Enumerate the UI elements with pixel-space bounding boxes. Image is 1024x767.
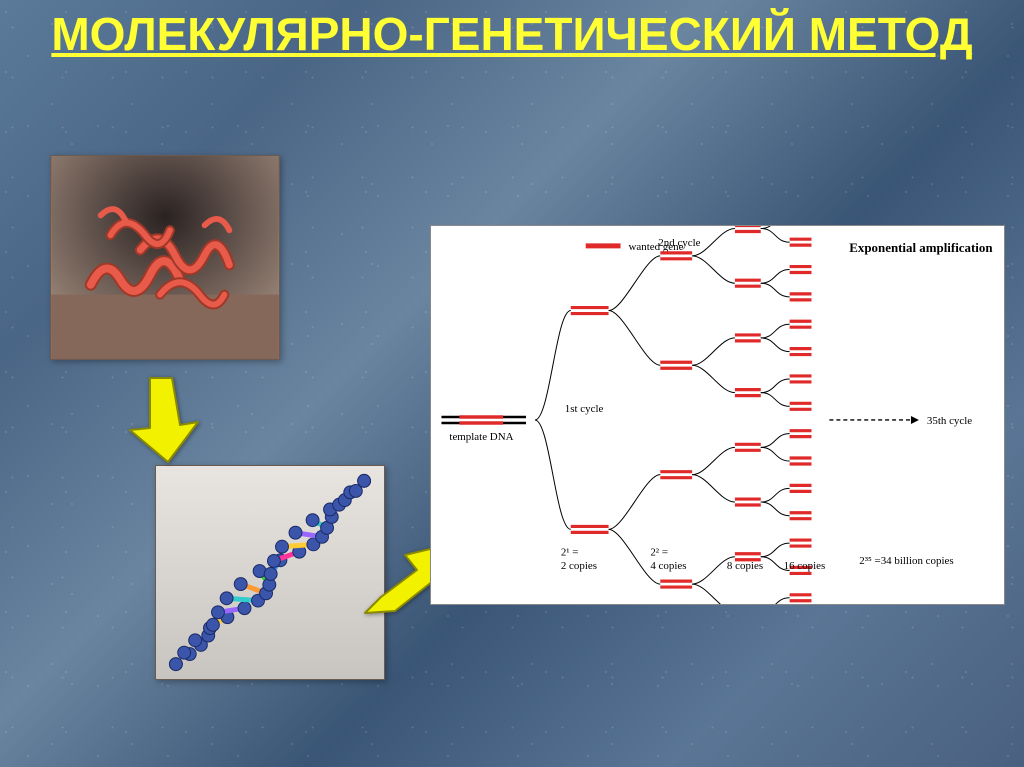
pcr-cycle-label: 1st cycle (565, 403, 604, 415)
page-title: МОЛЕКУЛЯРНО-ГЕНЕТИЧЕСКИЙ МЕТОД (0, 0, 1024, 58)
pcr-copies-text: 4 copies (650, 560, 686, 572)
pcr-heading: Exponential amplification (849, 240, 992, 255)
pcr-copies-expr: 2¹ = (561, 546, 579, 558)
pcr-copies-text: 16 copies (784, 560, 826, 572)
pcr-template-label: template DNA (449, 431, 513, 443)
pcr-final-cycle: 35th cycle (927, 415, 972, 427)
pcr-final-copies: 2³⁵ =34 billion copies (859, 555, 953, 567)
arrow-microbe-to-dna (120, 370, 210, 475)
pcr-copies-text: 2 copies (561, 560, 597, 572)
pcr-copies-expr: 2² = (650, 546, 668, 558)
microbe-image (50, 155, 280, 360)
pcr-copies-text: 8 copies (727, 560, 763, 572)
dna-image (155, 465, 385, 680)
pcr-diagram: wanted geneExponential amplificationtemp… (430, 225, 1005, 605)
pcr-cycle-label: 2nd cycle (658, 237, 700, 249)
